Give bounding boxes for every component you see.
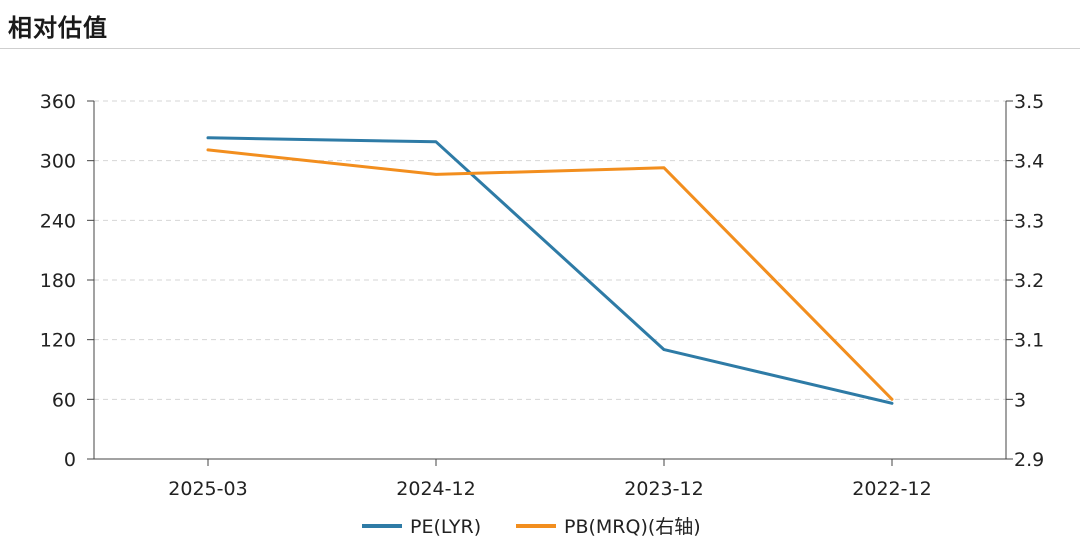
right-tick-label-4: 3.3	[1014, 210, 1044, 232]
left-tick-label-3: 180	[40, 270, 76, 292]
series-line-0	[206, 136, 894, 405]
x-tick-label-0: 2025-03	[168, 478, 247, 500]
grid-lines	[94, 100, 1006, 400]
legend: PE(LYR) PB(MRQ)(右轴)	[362, 516, 701, 538]
left-tick-label-4: 240	[40, 210, 76, 232]
right-tick-label-3: 3.2	[1014, 270, 1044, 292]
x-tick-label-3: 2022-12	[852, 478, 931, 500]
x-tick-label-2: 2023-12	[624, 478, 703, 500]
x-tick-label-1: 2024-12	[396, 478, 475, 500]
right-tick-label-1: 3	[1014, 389, 1026, 411]
left-tick-label-2: 120	[40, 330, 76, 352]
right-tick-label-0: 2.9	[1014, 449, 1044, 471]
right-tick-label-6: 3.5	[1014, 91, 1044, 113]
left-tick-label-0: 0	[64, 449, 76, 471]
axes: 0 60 120 180 240 300 360 2.9 3 3.1 3.2 3.3 3.4 3.5 202…	[40, 91, 1044, 500]
right-tick-label-2: 3.1	[1014, 330, 1044, 352]
right-tick-label-5: 3.4	[1014, 151, 1044, 173]
series-lines	[206, 136, 894, 405]
series-line-1	[206, 148, 894, 401]
left-tick-label-5: 300	[40, 151, 76, 173]
left-tick-label-6: 360	[40, 91, 76, 113]
left-tick-label-1: 60	[52, 389, 76, 411]
legend-label-0: PE(LYR)	[410, 516, 481, 538]
legend-label-1: PB(MRQ)(右轴)	[564, 516, 701, 538]
page-title: 相对估值	[8, 14, 108, 42]
title-divider	[0, 48, 1080, 49]
